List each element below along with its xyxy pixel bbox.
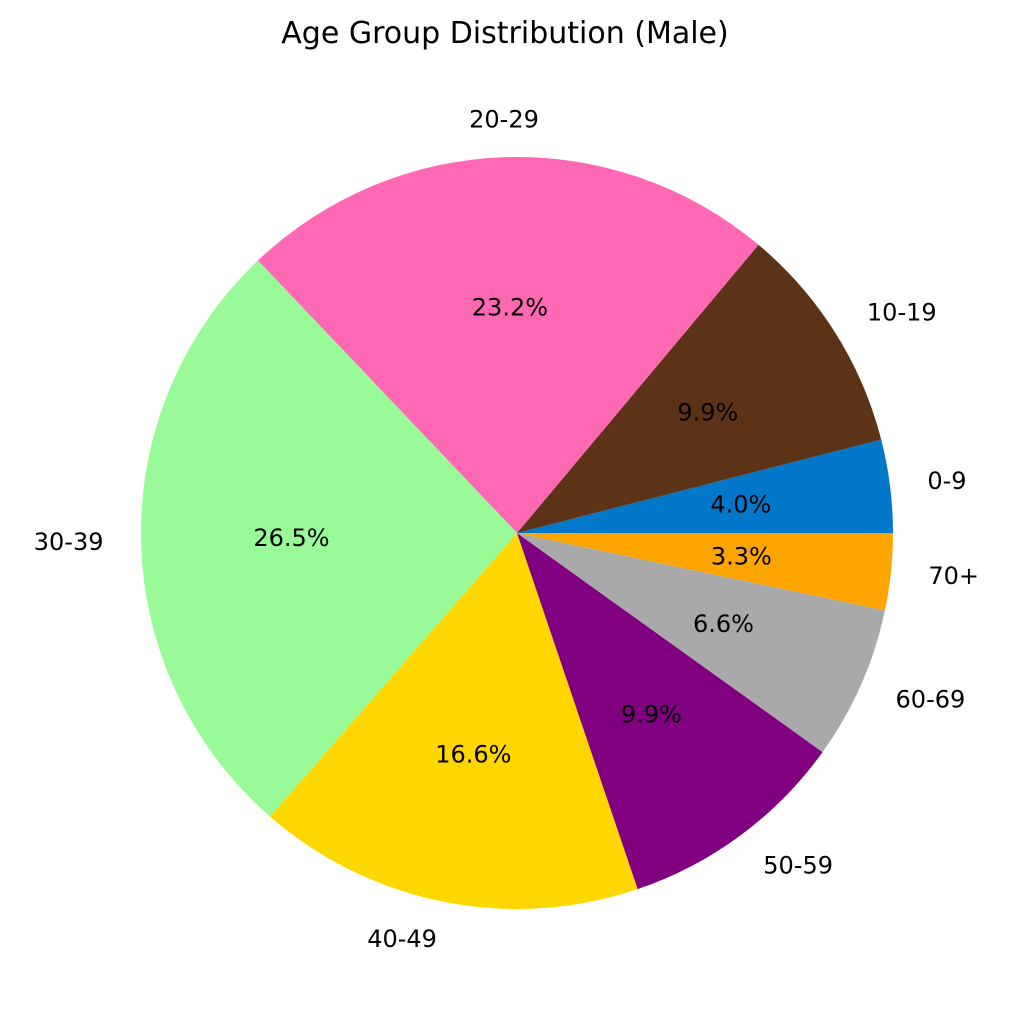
slice-category-label: 10-19 — [867, 298, 937, 326]
slice-percent-label: 4.0% — [710, 491, 771, 519]
slice-percent-label: 9.9% — [677, 399, 738, 427]
slice-percent-label: 6.6% — [693, 610, 754, 638]
pie-slices — [140, 156, 893, 910]
slice-category-label: 20-29 — [469, 106, 539, 134]
slice-percent-label: 9.9% — [621, 700, 682, 728]
pie-slice-40-49 — [270, 533, 638, 910]
slice-category-label: 70+ — [928, 562, 979, 590]
pie-slice-50-59 — [517, 533, 823, 890]
pie-slice-30-39 — [140, 260, 518, 817]
pie-slice-10-19 — [517, 244, 882, 534]
pie-slice-70plus — [517, 533, 893, 611]
chart-title: Age Group Distribution (Male) — [281, 16, 729, 51]
slice-percent-label: 26.5% — [253, 524, 329, 552]
pie-slice-0-9 — [517, 439, 893, 533]
slice-category-label: 60-69 — [896, 686, 966, 714]
pie-labels: 4.0% 0-9 9.9% 10-19 23.2% 20-29 26.5% 30-39 16.6… — [34, 106, 979, 953]
slice-category-label: 40-49 — [367, 925, 437, 953]
slice-category-label: 0-9 — [927, 467, 966, 495]
pie-slice-20-29 — [257, 156, 759, 533]
slice-percent-label: 23.2% — [472, 294, 548, 322]
slice-percent-label: 3.3% — [711, 542, 772, 570]
slice-category-label: 50-59 — [763, 851, 833, 879]
slice-percent-label: 16.6% — [435, 740, 511, 768]
slice-category-label: 30-39 — [34, 528, 104, 556]
pie-slice-60-69 — [517, 533, 885, 753]
